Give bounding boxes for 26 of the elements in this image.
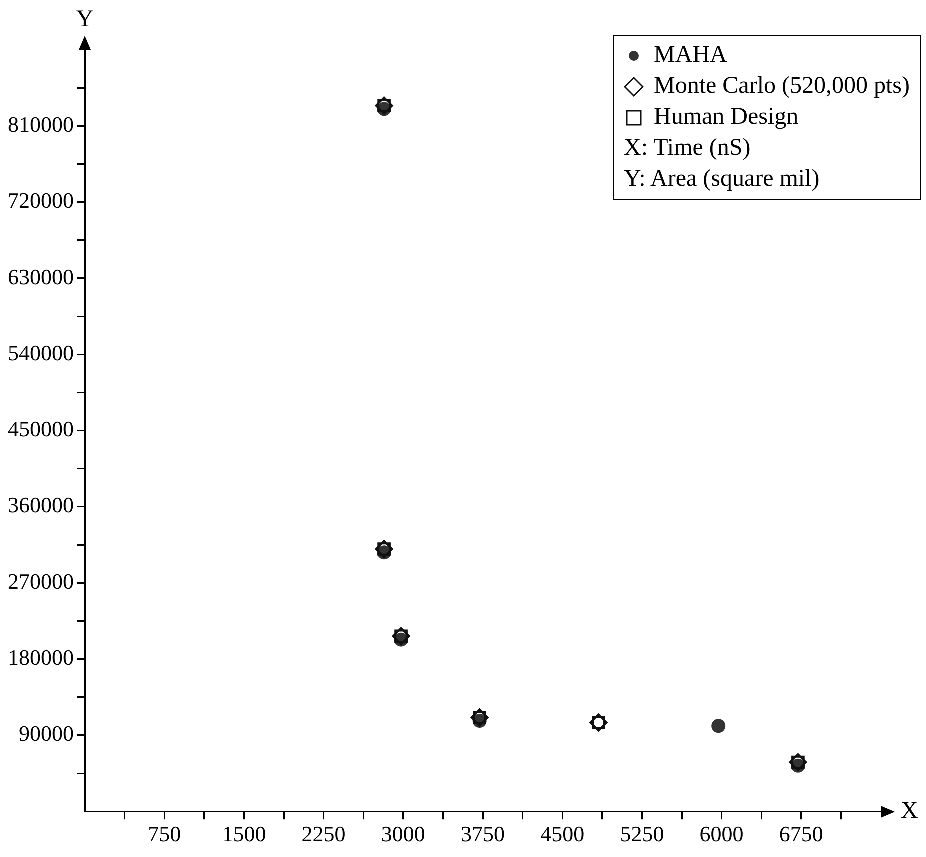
x-tick-label: 5250 [620,822,664,847]
y-tick-label: 360000 [8,492,74,518]
x-tick-label: 6000 [700,822,744,847]
x-tick-label: 3750 [461,822,505,847]
x-tick-label: 1500 [222,822,266,847]
x-tick-label: 750 [148,822,182,847]
point [712,719,726,734]
legend-label: Human Design [654,104,799,130]
x-tick-label: 3000 [381,822,426,847]
x-tick-label: 2250 [302,822,346,847]
x-axis-title: X [901,798,918,824]
y-tick-label: 180000 [8,645,74,670]
x-tick-label: 6750 [779,822,824,847]
y-axis-title: Y [76,6,94,32]
y-tick-label: 630000 [8,264,74,290]
y-tick-label: 540000 [8,340,74,366]
legend-label: MAHA [654,42,728,68]
y-tick-label: 720000 [8,188,74,214]
y-tick-label: 810000 [8,112,74,137]
annotation: X: Time (nS) [624,134,752,163]
x-tick-label: 4500 [540,822,585,847]
y-tick-label: 270000 [8,568,74,594]
legend-label: Monte Carlo (520,000 pts) [654,73,910,99]
y-tick-label: 90000 [19,721,74,746]
annotation: Y: Area (square mil) [624,165,821,194]
y-tick-label: 450000 [8,416,74,442]
